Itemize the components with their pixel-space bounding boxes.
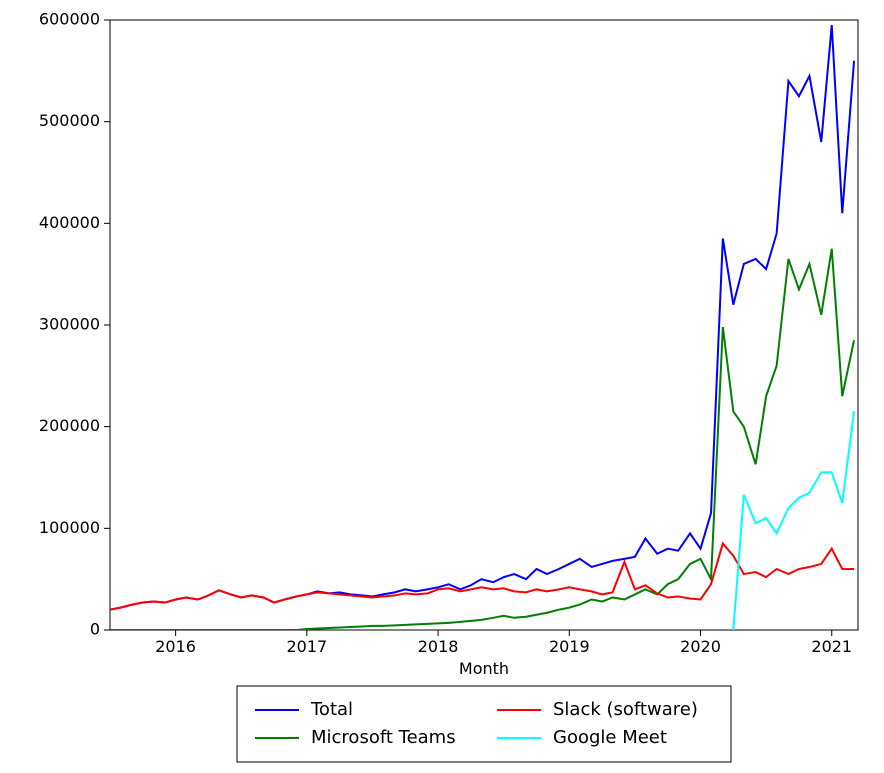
chart-svg: 0 100000 200000 300000 400000 500000 600000 201…: [0, 0, 884, 773]
legend-label: Total: [310, 699, 353, 720]
y-tick-label: 400000: [39, 213, 100, 232]
x-tick-label: 2018: [418, 637, 459, 656]
y-tick-label: 0: [90, 620, 100, 639]
x-tick-label: 2021: [811, 637, 852, 656]
y-tick-label: 200000: [39, 416, 100, 435]
x-tick-label: 2019: [549, 637, 590, 656]
y-tick-label: 300000: [39, 315, 100, 334]
y-tick-label: 500000: [39, 111, 100, 130]
y-tick-label: 100000: [39, 518, 100, 537]
x-tick-label: 2020: [680, 637, 721, 656]
legend-label: Microsoft Teams: [311, 727, 456, 748]
x-axis-label: Month: [459, 659, 509, 678]
y-tick-label: 600000: [39, 10, 100, 29]
legend-label: Google Meet: [553, 727, 667, 748]
x-tick-label: 2017: [286, 637, 327, 656]
line-chart: 0 100000 200000 300000 400000 500000 600000 201…: [0, 0, 884, 773]
legend-label: Slack (software): [553, 699, 698, 720]
x-tick-label: 2016: [155, 637, 196, 656]
